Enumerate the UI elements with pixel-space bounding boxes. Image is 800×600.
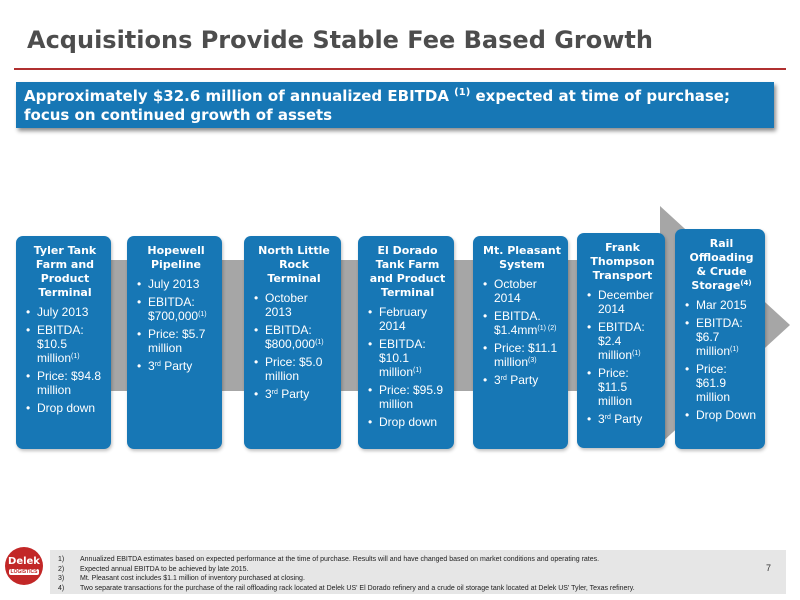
acquisition-card-1: Tyler Tank Farm and Product Terminal July… — [16, 236, 111, 449]
card-title: Mt. Pleasant System — [483, 244, 561, 271]
footnote-row: 3) Mt. Pleasant cost includes $1.1 millio… — [58, 574, 758, 584]
footnote-text: Expected annual EBITDA to be achieved by… — [80, 565, 249, 573]
card-bullet: Drop down — [26, 401, 105, 415]
footnote-row: 4) Two separate transactions for the purc… — [58, 584, 758, 594]
card-title: Tyler Tank Farm and Product Terminal — [33, 244, 97, 299]
bullet-footnote-ref: (1) (2) — [537, 325, 557, 332]
card-bullet: Price: $94.8 million — [26, 369, 105, 397]
card-bullet: Price: $61.9 million — [685, 362, 759, 404]
card-bullet: July 2013 — [26, 305, 105, 319]
card-bullet: 3rd Party — [483, 373, 562, 387]
card-bullet: EBITDA: $10.1 million(1) — [368, 337, 448, 379]
bullet-footnote-ref: (3) — [528, 357, 537, 364]
card-title-footnote-ref: (4) — [740, 279, 752, 287]
card-bullet: 3rd Party — [254, 387, 335, 401]
card-bullet: Price: $5.7 million — [137, 327, 216, 355]
card-title: North Little Rock Terminal — [258, 244, 330, 285]
card-bullet: July 2013 — [137, 277, 216, 291]
acquisition-card-2: Hopewell Pipeline July 2013 EBITDA: $700,0… — [127, 236, 222, 449]
bullet-footnote-ref: (1) — [632, 350, 641, 357]
acquisition-card-6: Frank Thompson Transport December 2014 EBI… — [577, 233, 665, 448]
acquisition-card-5: Mt. Pleasant System October 2014 EBITDA. $… — [473, 236, 568, 449]
card-title: Frank Thompson Transport — [590, 241, 655, 282]
logo-subtitle: LOGISTICS — [8, 569, 40, 575]
summary-banner: Approximately $32.6 million of annualize… — [16, 82, 774, 128]
bullet-footnote-ref: (1) — [730, 346, 739, 353]
bullet-footnote-ref: (1) — [71, 353, 80, 360]
card-bullet: 3rd Party — [587, 412, 659, 426]
card-bullet: Price: $11.5 million — [587, 366, 659, 408]
page-title: Acquisitions Provide Stable Fee Based Gr… — [27, 26, 653, 54]
footnote-number: 1) — [58, 556, 65, 563]
card-bullet: EBITDA: $700,000(1) — [137, 295, 216, 323]
card-bullet: EBITDA: $800,000(1) — [254, 323, 335, 351]
footnote-row: 1) Annualized EBITDA estimates based on e… — [58, 555, 758, 565]
card-bullet: October 2013 — [254, 291, 335, 319]
card-bullet: Price: $95.9 million — [368, 383, 448, 411]
acquisition-card-4: El Dorado Tank Farm and Product Terminal… — [358, 236, 454, 449]
footnote-text: Annualized EBITDA estimates based on exp… — [80, 556, 600, 563]
card-bullet-list: October 2013 EBITDA: $800,000(1) Price: $5… — [253, 291, 335, 401]
footnote-number: 4) — [58, 584, 65, 592]
bullet-footnote-ref: (1) — [315, 339, 324, 346]
card-bullet: February 2014 — [368, 305, 448, 333]
footnote-area — [50, 550, 786, 594]
card-title: Hopewell Pipeline — [147, 244, 205, 271]
card-bullet: December 2014 — [587, 288, 659, 316]
footnote-row: 2) Expected annual EBITDA to be achieved … — [58, 565, 758, 575]
card-bullet-list: February 2014 EBITDA: $10.1 million(1) Pri… — [367, 305, 448, 429]
card-bullet: EBITDA: $6.7 million(1) — [685, 316, 759, 358]
card-bullet: Drop down — [368, 415, 448, 429]
banner-text-end: expected at time of purchase; focus on c… — [24, 87, 730, 124]
footnote-number: 2) — [58, 565, 65, 573]
card-bullet-list: July 2013 EBITDA: $700,000(1) Price: $5.7 … — [136, 277, 216, 373]
card-bullet: October 2014 — [483, 277, 562, 305]
card-bullet: Mar 2015 — [685, 298, 759, 312]
acquisition-card-7: Rail Offloading & Crude Storage(4) Mar 20… — [675, 229, 765, 449]
delek-logo: Delek LOGISTICS — [5, 547, 43, 585]
card-bullet-list: October 2014 EBITDA. $1.4mm(1) (2) Price: … — [482, 277, 562, 387]
card-bullet: EBITDA: $2.4 million(1) — [587, 320, 659, 362]
banner-footnote-ref: (1) — [454, 87, 471, 98]
bullet-footnote-ref: (1) — [413, 367, 422, 374]
acquisition-card-3: North Little Rock Terminal October 2013 EB… — [244, 236, 341, 449]
footnotes: 1) Annualized EBITDA estimates based on e… — [58, 555, 758, 593]
logo-name: Delek — [8, 556, 40, 567]
footnote-text: Mt. Pleasant cost includes $1.1 million … — [80, 575, 305, 582]
card-title: Rail Offloading & Crude Storage(4) — [689, 237, 754, 292]
card-bullet-list: December 2014 EBITDA: $2.4 million(1)Pric… — [586, 288, 659, 426]
card-bullet: 3rd Party — [137, 359, 216, 373]
footnote-number: 3) — [58, 575, 65, 582]
footnote-text: Two separate transactions for the purcha… — [80, 584, 635, 592]
card-bullet-list: Mar 2015 EBITDA: $6.7 million(1)Price: $6… — [684, 298, 759, 422]
page-number: 7 — [766, 563, 772, 573]
card-bullet-list: July 2013 EBITDA: $10.5 million(1) Price: … — [25, 305, 105, 415]
card-bullet: EBITDA: $10.5 million(1) — [26, 323, 105, 365]
bullet-footnote-ref: (1) — [198, 311, 207, 318]
card-bullet: Price: $11.1 million(3) — [483, 341, 562, 369]
card-bullet: Drop Down — [685, 408, 759, 422]
title-divider — [14, 68, 786, 70]
card-title: El Dorado Tank Farm and Product Terminal — [369, 244, 446, 299]
card-bullet: Price: $5.0 million — [254, 355, 335, 383]
banner-text-start: Approximately $32.6 million of annualize… — [24, 87, 455, 105]
card-bullet: EBITDA. $1.4mm(1) (2) — [483, 309, 562, 337]
